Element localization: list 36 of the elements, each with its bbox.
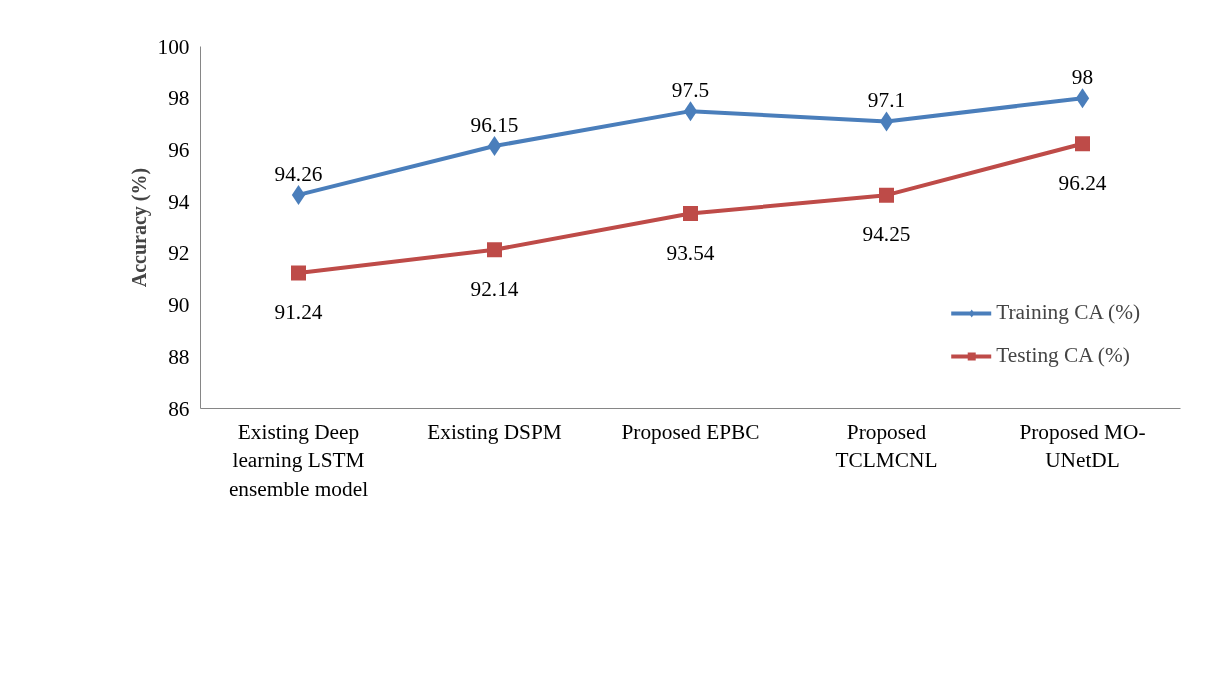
y-tick-label: 94 <box>168 189 190 214</box>
y-tick-label: 86 <box>168 396 190 421</box>
data-label: 93.54 <box>666 240 715 265</box>
data-label: 96.15 <box>470 113 519 138</box>
point <box>879 187 894 203</box>
x-tick-label: Proposed EPBC <box>621 419 760 444</box>
y-tick-label: 96 <box>168 137 190 162</box>
y-tick-label: 88 <box>168 344 190 369</box>
y-tick-label: 100 <box>157 34 190 59</box>
point <box>683 101 698 122</box>
point <box>291 265 306 281</box>
point <box>291 184 306 205</box>
data-label: 92.14 <box>470 276 519 301</box>
x-tick-label: Existing Deep learning LSTM ensemble model <box>228 419 369 502</box>
legend-label: Training CA (%) <box>996 300 1140 325</box>
legend-label: Testing CA (%) <box>996 343 1130 368</box>
y-tick-label: 92 <box>168 241 190 266</box>
point <box>879 111 894 132</box>
point <box>487 136 502 157</box>
data-label: 97.5 <box>671 78 710 103</box>
x-tick-label: Proposed MO-UNetDL <box>1019 419 1146 473</box>
y-axis-title: Accuracy (%) <box>127 167 151 288</box>
y-tick-label: 90 <box>168 293 190 318</box>
point <box>487 242 502 258</box>
data-label: 97.1 <box>867 88 906 113</box>
data-label: 96.24 <box>1058 170 1107 195</box>
x-tick-label: Existing DSPM <box>427 419 562 444</box>
x-tick-label: Proposed TCLMCNL <box>835 419 938 473</box>
point <box>1075 136 1090 152</box>
data-label: 98 <box>1071 65 1094 90</box>
data-label: 91.24 <box>274 300 323 325</box>
point <box>683 206 698 222</box>
data-label: 94.25 <box>862 222 911 247</box>
point <box>1075 88 1090 109</box>
y-tick-label: 98 <box>168 86 190 111</box>
data-label: 94.26 <box>274 161 323 186</box>
